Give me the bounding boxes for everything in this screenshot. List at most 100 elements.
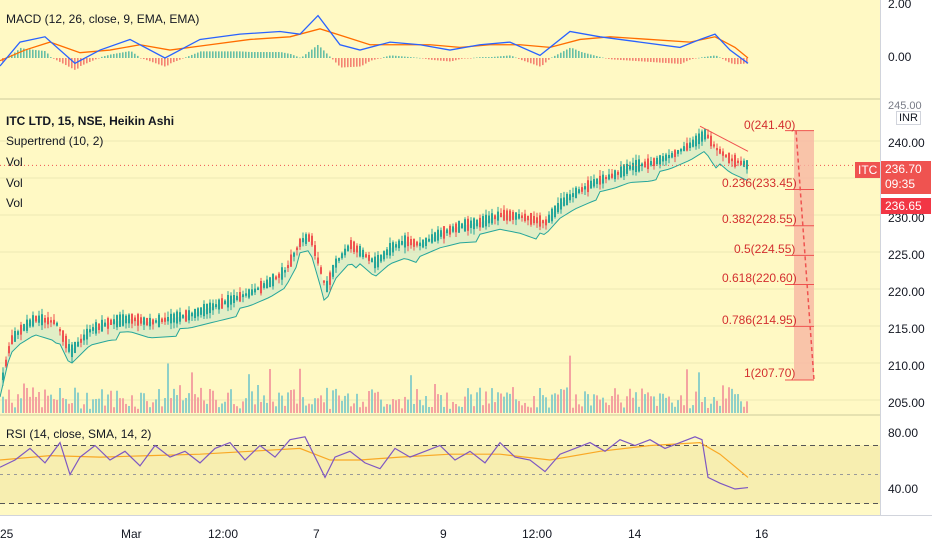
price-axis[interactable]	[880, 0, 932, 515]
volume-bar	[563, 389, 565, 413]
macd-histogram-bar	[572, 48, 574, 58]
macd-legend[interactable]: MACD (12, 26, close, 9, EMA, EMA)	[6, 12, 200, 26]
time-label: 16	[755, 527, 769, 541]
volume-bar	[14, 407, 16, 413]
candle-body	[17, 331, 19, 335]
symbol-tag[interactable]: ITC	[855, 162, 881, 178]
candle-body	[26, 319, 28, 331]
candle-body	[266, 279, 268, 289]
volume-bar	[524, 402, 526, 413]
chart-canvas[interactable]	[0, 0, 880, 515]
volume-bar	[56, 399, 58, 413]
candle-body	[440, 230, 442, 237]
candle-body	[362, 249, 364, 258]
macd-histogram-bar	[200, 51, 202, 58]
price-pane[interactable]	[0, 100, 880, 414]
macd-histogram-bar	[101, 56, 103, 58]
candle-body	[92, 327, 94, 331]
candle-body	[284, 269, 286, 273]
volume-bar	[431, 407, 433, 413]
macd-histogram-bar	[326, 53, 328, 58]
candle-body	[734, 154, 736, 167]
candle-body	[317, 257, 319, 264]
symbol-title[interactable]: ITC LTD, 15, NSE, Heikin Ashi	[6, 114, 175, 128]
candle-body	[578, 189, 580, 194]
candle-body	[98, 323, 100, 331]
candle-body	[638, 159, 640, 172]
candle-body	[596, 178, 598, 185]
fib-level-label[interactable]: 1(207.70)	[744, 366, 796, 380]
volume-bar	[287, 392, 289, 413]
macd-histogram-bar	[656, 58, 658, 63]
macd-histogram-bar	[620, 58, 622, 60]
price-axis-tick: 210.00	[888, 359, 925, 373]
pane-separator[interactable]	[0, 414, 932, 416]
rsi-legend[interactable]: RSI (14, close, SMA, 14, 2)	[6, 427, 152, 441]
time-label: Mar	[121, 527, 142, 541]
candle-body	[221, 298, 223, 309]
volume-bar	[269, 369, 271, 413]
volume-bar	[386, 404, 388, 413]
macd-histogram-bar	[89, 58, 91, 62]
candle-body	[746, 160, 748, 170]
macd-histogram-bar	[347, 58, 349, 68]
volume-bar	[194, 394, 196, 413]
volume-legend[interactable]: Vol	[6, 176, 23, 190]
volume-bar	[71, 403, 73, 413]
macd-histogram-bar	[194, 53, 196, 58]
volume-bar	[209, 389, 211, 413]
volume-bar	[734, 394, 736, 413]
candle-body	[53, 319, 55, 325]
candle-body	[728, 153, 730, 164]
macd-histogram-bar	[458, 58, 460, 60]
volume-bar	[101, 389, 103, 413]
candle-body	[632, 162, 634, 171]
currency-label[interactable]: INR	[896, 111, 921, 125]
volume-bar	[653, 396, 655, 413]
candle-body	[110, 319, 112, 325]
candle-body	[236, 295, 238, 300]
time-axis[interactable]	[0, 515, 932, 551]
volume-bar	[575, 394, 577, 413]
macd-histogram-bar	[77, 58, 79, 69]
candle-body	[467, 218, 469, 231]
candle-body	[425, 237, 427, 246]
candle-body	[566, 193, 568, 206]
volume-bar	[317, 398, 319, 413]
fib-level-label[interactable]: 0.236(233.45)	[722, 176, 797, 190]
candle-body	[353, 241, 355, 253]
macd-histogram-bar	[737, 58, 739, 65]
candle-body	[311, 235, 313, 246]
volume-bar	[731, 388, 733, 413]
fib-level-label[interactable]: 0.618(220.60)	[722, 271, 797, 285]
macd-histogram-bar	[242, 51, 244, 58]
candle-body	[206, 303, 208, 315]
fib-level-label[interactable]: 0.786(214.95)	[722, 313, 797, 327]
volume-legend[interactable]: Vol	[6, 196, 23, 210]
supertrend-price-badge[interactable]: 236.65	[881, 198, 931, 214]
volume-bar	[146, 401, 148, 413]
candle-body	[515, 212, 517, 220]
macd-histogram-bar	[245, 51, 247, 58]
supertrend-legend[interactable]: Supertrend (10, 2)	[6, 134, 104, 148]
fib-level-label[interactable]: 0(241.40)	[744, 118, 796, 132]
fib-level-label[interactable]: 0.5(224.55)	[734, 242, 796, 256]
volume-bar	[743, 406, 745, 413]
candle-body	[716, 147, 718, 151]
pane-separator[interactable]	[0, 98, 932, 100]
volume-bar	[659, 393, 661, 413]
volume-bar	[443, 406, 445, 413]
candle-body	[692, 139, 694, 147]
macd-histogram-bar	[173, 58, 175, 63]
last-price-badge[interactable]: 236.70 09:35	[881, 161, 931, 194]
volume-legend[interactable]: Vol	[6, 155, 23, 169]
candle-body	[629, 165, 631, 170]
candle-body	[329, 272, 331, 285]
candle-body	[701, 131, 703, 142]
macd-histogram-bar	[512, 56, 514, 58]
fib-level-label[interactable]: 0.382(228.55)	[722, 212, 797, 226]
volume-bar	[185, 397, 187, 413]
macd-histogram-bar	[344, 58, 346, 68]
macd-histogram-bar	[143, 58, 145, 60]
candle-body	[470, 220, 472, 228]
